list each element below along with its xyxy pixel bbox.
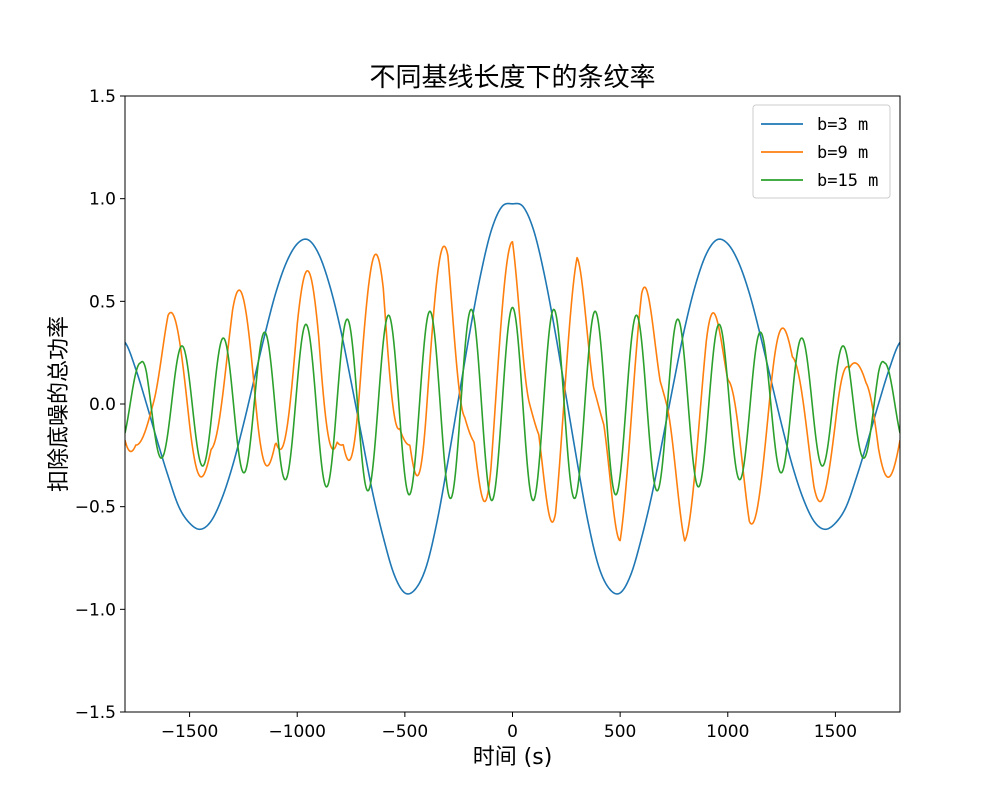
y-axis: −1.5 −1.0 −0.5 0.0 0.5 1.0 1.5 xyxy=(75,87,125,723)
legend-label: b=3 m xyxy=(817,115,868,135)
x-tick-label: 1500 xyxy=(814,722,857,742)
legend: b=3 m b=9 m b=15 m xyxy=(752,104,891,199)
x-tick-label: −1500 xyxy=(161,722,219,742)
legend-label: b=9 m xyxy=(817,143,868,163)
series-line-2 xyxy=(125,240,900,542)
x-tick-label: −1000 xyxy=(268,722,326,742)
legend-label: b=15 m xyxy=(817,171,878,191)
x-axis-label: 时间 (s) xyxy=(473,745,553,770)
x-tick-label: 0 xyxy=(507,722,518,742)
plot-area xyxy=(124,95,901,713)
y-tick-label: 1.5 xyxy=(89,87,116,107)
y-tick-label: −1.5 xyxy=(75,703,116,723)
x-tick-label: 1000 xyxy=(706,722,749,742)
x-tick-label: 500 xyxy=(604,722,636,742)
y-tick-label: −0.5 xyxy=(75,498,116,518)
y-axis-label: 扣除底噪的总功率 xyxy=(47,316,72,492)
y-tick-label: 0.5 xyxy=(89,292,116,312)
y-tick-label: −1.0 xyxy=(75,600,116,620)
x-axis: −1500 −1000 −500 0 500 1000 1500 xyxy=(161,712,857,742)
y-tick-label: 0.0 xyxy=(89,395,116,415)
legend-frame xyxy=(752,104,891,199)
chart-title: 不同基线长度下的条纹率 xyxy=(369,63,655,93)
x-tick-label: −500 xyxy=(382,722,429,742)
y-tick-label: 1.0 xyxy=(89,190,116,210)
series-line-3 xyxy=(125,306,900,502)
series-layer xyxy=(125,202,900,595)
